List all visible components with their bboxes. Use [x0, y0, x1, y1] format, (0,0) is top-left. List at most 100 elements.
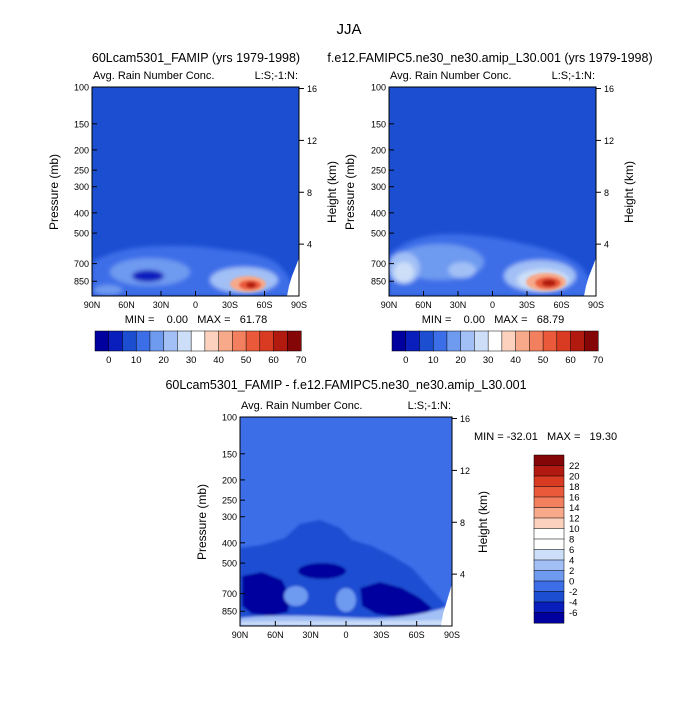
panel-3-stats: MIN = -32.01 MAX = 19.30	[474, 431, 617, 443]
colorbar-label: 6	[569, 545, 574, 556]
panel-1-contour-tropics-inner	[132, 270, 164, 282]
colorbar-box	[163, 330, 178, 352]
panel-3-plot	[240, 417, 452, 626]
pressure-tick-label: 400	[222, 538, 237, 548]
panel-3-units: L:S;-1:N:	[408, 400, 451, 412]
panel-2-contour-north-inner	[394, 262, 414, 282]
latitude-tick-label: 60N	[267, 630, 284, 640]
colorbar-label: 20	[569, 472, 580, 483]
pressure-tick-label: 700	[74, 259, 89, 269]
colorbar-label: 10	[569, 524, 580, 535]
pressure-tick-label: 300	[222, 512, 237, 522]
latitude-tick-label: 0	[193, 300, 198, 310]
colorbar-label: 30	[186, 355, 197, 366]
colorbar-box	[515, 330, 530, 352]
latitude-tick-label: 60S	[256, 300, 272, 310]
latitude-tick-label: 60S	[409, 630, 425, 640]
colorbar-label: 50	[538, 355, 549, 366]
panel-2-variable: Avg. Rain Number Conc.	[390, 70, 511, 82]
pressure-tick-label: 400	[371, 208, 386, 218]
colorbar-label: -6	[569, 608, 577, 619]
height-tick-label: 12	[460, 466, 470, 476]
panel-2-pressure-axis: 100 150 200 250 300 400 500 700 850	[371, 83, 394, 287]
colorbar-box	[446, 330, 462, 352]
colorbar-label: 18	[569, 482, 580, 493]
colorbar-box	[533, 486, 565, 498]
height-tick-label: 12	[307, 136, 317, 146]
pressure-tick-label: 100	[371, 83, 386, 93]
pressure-tick-label: 300	[371, 182, 386, 192]
colorbar-label: 10	[428, 355, 439, 366]
colorbar-box	[177, 330, 192, 352]
panel-1-height-axis: 16 12 8 4	[299, 84, 317, 250]
height-tick-label: 8	[307, 188, 312, 198]
colorbar-box	[533, 570, 565, 582]
panel-3-contour-positive-tropics	[284, 586, 308, 606]
colorbar-box	[245, 330, 261, 352]
colorbar-box	[287, 330, 302, 352]
colorbar-box	[533, 454, 565, 466]
colorbar-label: 60	[565, 355, 576, 366]
panel-1-case-title: 60Lcam5301_FAMIP (yrs 1979-1998)	[92, 51, 300, 65]
latitude-tick-label: 30N	[302, 630, 319, 640]
colorbar-box	[204, 330, 220, 352]
colorbar-box	[533, 549, 565, 561]
latitude-tick-label: 60S	[553, 300, 569, 310]
colorbar-box	[232, 330, 247, 352]
pressure-tick-label: 850	[74, 277, 89, 287]
colorbar-box	[94, 330, 110, 352]
colorbar-label: 0	[403, 355, 408, 366]
colorbar-label: -4	[569, 598, 577, 609]
latitude-tick-label: 60N	[415, 300, 432, 310]
colorbar-box	[533, 591, 565, 603]
panel-2-plot	[389, 87, 596, 296]
panel-3-contour-negative-equator	[298, 563, 346, 579]
panel-1-ylabel-right: Height (km)	[325, 161, 339, 223]
colorbar-box	[533, 507, 565, 519]
height-tick-label: 4	[307, 240, 312, 250]
colorbar-box	[584, 330, 599, 352]
colorbar-label: 14	[569, 503, 580, 514]
pressure-tick-label: 150	[222, 449, 237, 459]
colorbar-box	[533, 465, 565, 477]
panel-1-latitude-axis: 90N 60N 30N 0 30S 60S 90S	[84, 291, 307, 310]
pressure-tick-label: 200	[222, 475, 237, 485]
panel-1-contour-north-sfc	[94, 285, 122, 295]
colorbar-box	[460, 330, 475, 352]
latitude-tick-label: 90S	[588, 300, 604, 310]
pressure-tick-label: 850	[371, 277, 386, 287]
colorbar-label: 70	[296, 355, 307, 366]
panel-3-variable: Avg. Rain Number Conc.	[241, 400, 362, 412]
latitude-tick-label: 90N	[84, 300, 101, 310]
colorbar-label: 4	[569, 556, 574, 567]
colorbar-label: -2	[569, 587, 577, 598]
colorbar-box	[259, 330, 275, 352]
colorbar-box	[190, 330, 206, 352]
panel-1-units: L:S;-1:N:	[255, 70, 298, 82]
colorbar-label: 50	[241, 355, 252, 366]
pressure-tick-label: 100	[74, 83, 89, 93]
pressure-tick-label: 850	[222, 607, 237, 617]
colorbar-box	[533, 601, 565, 613]
latitude-tick-label: 60N	[118, 300, 135, 310]
colorbar-label: 40	[213, 355, 224, 366]
pressure-tick-label: 400	[74, 208, 89, 218]
panel-1-variable: Avg. Rain Number Conc.	[93, 70, 214, 82]
latitude-tick-label: 90S	[444, 630, 460, 640]
panel-1-plot	[92, 87, 299, 296]
panel-2-latitude-axis: 90N 60N 30N 0 30S 60S 90S	[381, 291, 604, 310]
colorbar-box	[391, 330, 407, 352]
colorbar-box	[570, 330, 585, 352]
colorbar-box	[533, 496, 565, 508]
latitude-tick-label: 90S	[291, 300, 307, 310]
pressure-tick-label: 500	[371, 229, 386, 239]
colorbar-box	[533, 580, 565, 592]
colorbar-box	[487, 330, 503, 352]
pressure-tick-label: 700	[371, 259, 386, 269]
height-tick-label: 16	[460, 414, 470, 424]
pressure-tick-label: 150	[74, 119, 89, 129]
colorbar-box	[273, 330, 288, 352]
latitude-tick-label: 30S	[222, 300, 238, 310]
colorbar-label: 8	[569, 535, 574, 546]
